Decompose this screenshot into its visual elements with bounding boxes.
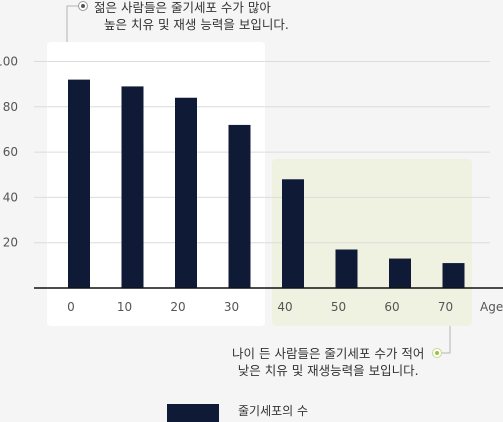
x-tick-label: 10 xyxy=(117,300,132,314)
y-tick-label: 60 xyxy=(3,145,18,159)
y-tick-label: 20 xyxy=(3,236,18,250)
bar xyxy=(443,263,465,288)
y-tick-label: 40 xyxy=(3,190,18,204)
x-tick-label: 30 xyxy=(224,300,239,314)
x-axis-label: Age xyxy=(480,300,503,314)
y-tick-label: 80 xyxy=(3,100,18,114)
y-tick-label: 100 xyxy=(0,55,18,69)
callout-dot-young xyxy=(81,4,85,8)
annotation-young-line-1: 젊은 사람들은 줄기세포 수가 많아 xyxy=(94,0,289,16)
x-tick-label: 40 xyxy=(277,300,292,314)
callout-line-young xyxy=(67,6,80,42)
bar xyxy=(122,86,144,288)
bar xyxy=(282,179,304,288)
annotation-young: 젊은 사람들은 줄기세포 수가 많아 높은 치유 및 재생 능력을 보입니다. xyxy=(94,0,289,33)
x-tick-label: 20 xyxy=(170,300,185,314)
bar xyxy=(229,125,251,288)
legend-swatch xyxy=(167,404,219,422)
annotation-old: 나이 든 사람들은 줄기세포 수가 적어 낮은 치유 및 재생능력을 보입니다. xyxy=(232,345,424,379)
legend-label: 줄기세포의 수 xyxy=(238,402,308,419)
bar xyxy=(336,249,358,288)
x-tick-label: 50 xyxy=(331,300,346,314)
annotation-old-line-2: 낮은 치유 및 재생능력을 보입니다. xyxy=(232,362,424,379)
x-tick-label: 60 xyxy=(384,300,399,314)
callout-dot-old xyxy=(435,351,439,355)
annotation-young-line-2: 높은 치유 및 재생 능력을 보입니다. xyxy=(94,16,289,33)
callout-line-old xyxy=(441,326,450,353)
annotation-old-line-1: 나이 든 사람들은 줄기세포 수가 적어 xyxy=(232,345,424,362)
x-tick-label: 70 xyxy=(438,300,453,314)
bar xyxy=(389,259,411,288)
x-tick-label: 0 xyxy=(67,300,75,314)
bar xyxy=(68,80,90,288)
bar xyxy=(175,98,197,288)
